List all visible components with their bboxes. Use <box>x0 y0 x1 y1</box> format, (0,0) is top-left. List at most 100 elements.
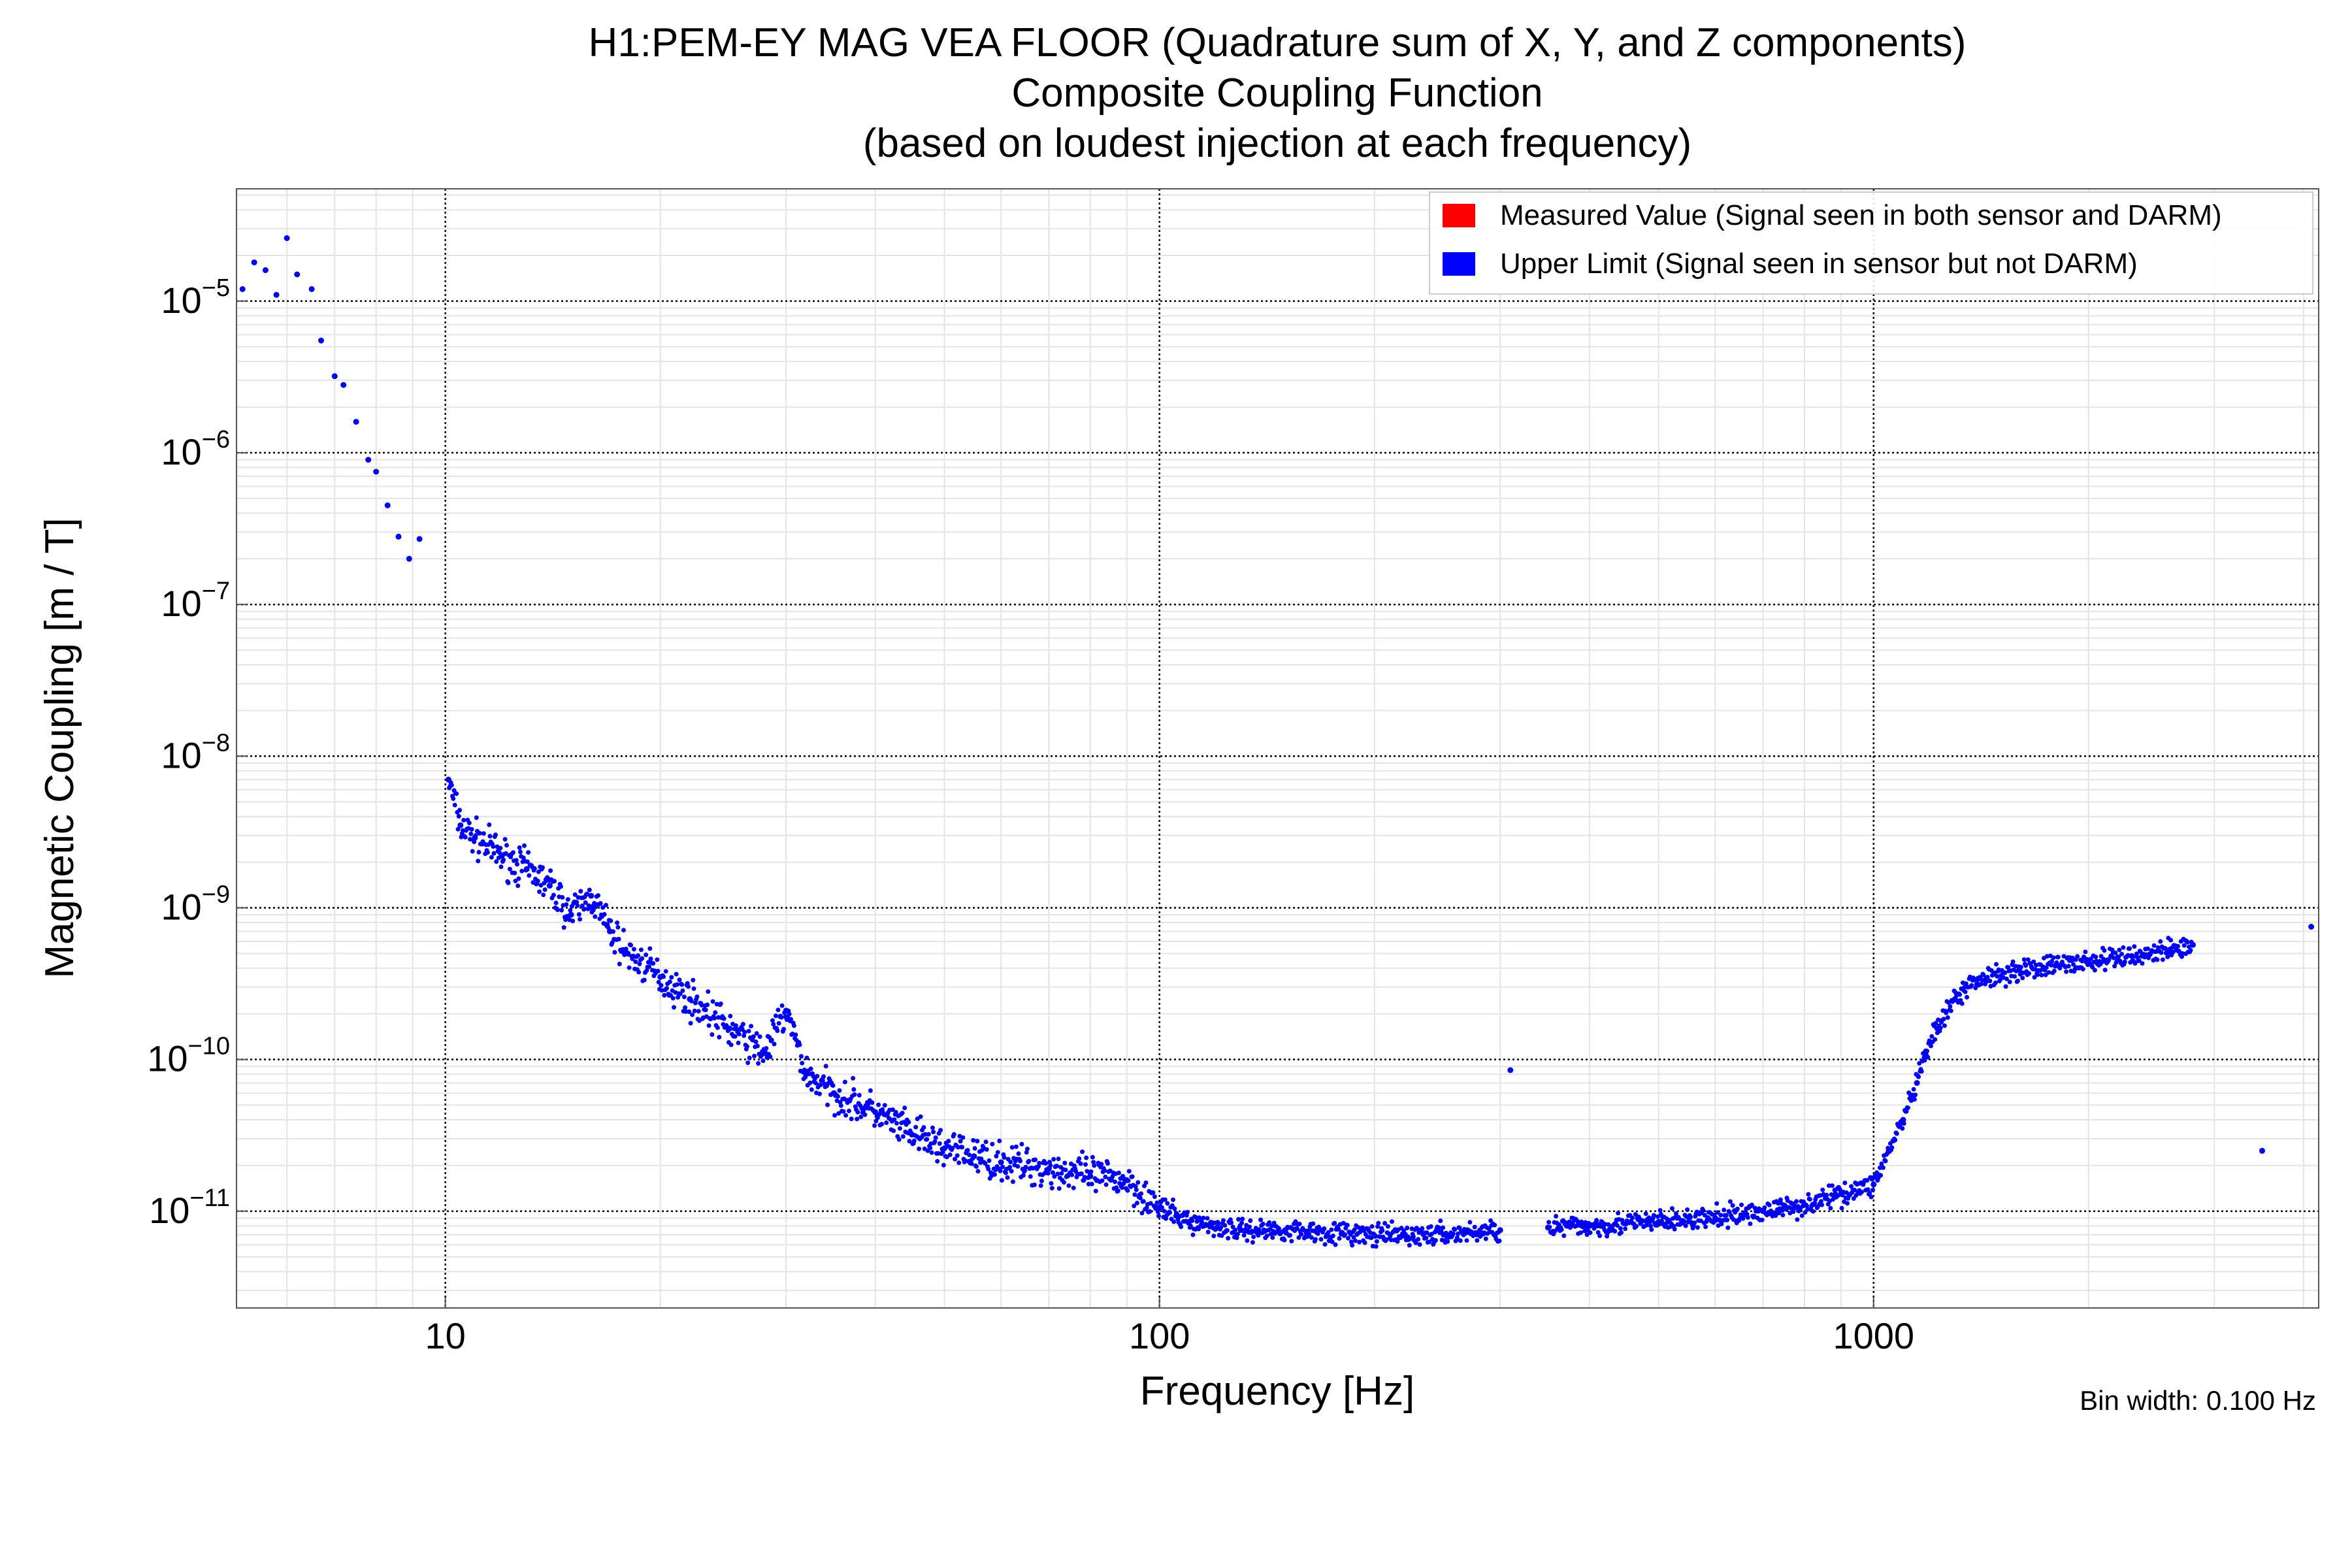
data-point <box>705 1002 710 1007</box>
data-point <box>2092 968 2097 973</box>
data-point <box>2168 938 2174 943</box>
data-point <box>2046 970 2051 975</box>
data-point <box>828 1092 833 1098</box>
data-point <box>1151 1190 1156 1195</box>
data-point <box>548 868 553 874</box>
data-point <box>1464 1238 1469 1243</box>
data-point <box>2122 959 2127 964</box>
data-point <box>1008 1160 1013 1165</box>
data-point <box>745 1060 751 1066</box>
data-point <box>1382 1220 1388 1226</box>
data-point <box>598 901 603 906</box>
data-point <box>1103 1174 1108 1179</box>
data-point <box>960 1135 966 1140</box>
data-point <box>1277 1226 1281 1231</box>
data-point <box>1478 1234 1483 1239</box>
data-point <box>972 1146 977 1151</box>
data-point <box>667 979 672 985</box>
data-point <box>940 1149 945 1154</box>
data-point <box>647 946 653 951</box>
data-point <box>1234 1235 1239 1241</box>
data-point <box>373 468 380 475</box>
data-point <box>1989 968 1994 973</box>
data-point <box>683 1005 688 1010</box>
data-point <box>481 831 486 836</box>
data-point <box>1623 1226 1628 1232</box>
data-point <box>944 1154 949 1160</box>
data-point <box>2308 924 2315 930</box>
data-point <box>1634 1224 1639 1229</box>
data-point <box>1901 1121 1906 1126</box>
data-point <box>1842 1181 1848 1185</box>
data-point <box>2165 955 2170 960</box>
data-point <box>552 879 557 884</box>
y-tick-label: 10−5 <box>161 274 230 321</box>
data-point <box>1445 1239 1450 1244</box>
data-point <box>1914 1080 1920 1086</box>
data-point <box>587 887 592 892</box>
data-point <box>1190 1232 1196 1237</box>
data-point <box>1916 1074 1921 1079</box>
data-point <box>717 1035 722 1039</box>
data-point <box>1969 983 1974 988</box>
data-point <box>1132 1203 1137 1209</box>
data-point <box>953 1156 958 1162</box>
data-point <box>718 1001 723 1006</box>
data-point <box>1388 1237 1394 1243</box>
data-point <box>2163 945 2168 951</box>
data-point <box>1332 1220 1337 1226</box>
data-point <box>1045 1171 1051 1176</box>
data-point <box>1618 1226 1623 1231</box>
data-point <box>917 1147 922 1151</box>
data-point <box>575 903 580 908</box>
data-point <box>1196 1226 1201 1232</box>
data-point <box>797 1042 802 1047</box>
data-point <box>1925 1054 1931 1060</box>
data-point <box>1436 1225 1441 1230</box>
data-point <box>1125 1188 1130 1193</box>
data-point <box>487 834 493 839</box>
data-point <box>855 1117 860 1122</box>
data-point <box>627 965 632 970</box>
data-point <box>804 1055 809 1060</box>
data-point <box>995 1150 1000 1155</box>
data-point <box>759 1053 764 1058</box>
data-point <box>1051 1156 1056 1162</box>
data-point <box>868 1088 873 1093</box>
data-point <box>457 808 463 813</box>
data-point <box>1424 1230 1429 1235</box>
data-point <box>1004 1170 1008 1175</box>
data-point <box>821 1074 826 1079</box>
data-point <box>1658 1208 1663 1213</box>
data-point <box>1929 1034 1935 1039</box>
data-point <box>789 1017 793 1022</box>
data-point <box>749 1024 754 1029</box>
data-point <box>1374 1239 1379 1244</box>
data-point <box>736 1032 742 1037</box>
data-point <box>491 851 497 856</box>
data-point <box>1791 1209 1796 1215</box>
data-point <box>1048 1163 1053 1168</box>
data-point <box>1390 1219 1394 1224</box>
data-point <box>692 1008 697 1013</box>
data-point <box>1026 1158 1032 1164</box>
data-point <box>2025 957 2031 962</box>
data-point <box>1695 1225 1700 1230</box>
data-point <box>489 855 494 860</box>
data-point <box>1933 1037 1938 1042</box>
legend-swatch-measured <box>1443 204 1475 227</box>
data-point <box>1126 1169 1132 1174</box>
data-point <box>1735 1206 1740 1211</box>
data-point <box>879 1122 884 1127</box>
data-point <box>644 953 649 957</box>
data-point <box>771 1022 776 1027</box>
data-point <box>1343 1232 1348 1237</box>
data-point <box>1120 1173 1126 1179</box>
data-point <box>239 286 246 292</box>
data-point <box>507 866 512 872</box>
data-point <box>340 382 347 388</box>
data-point <box>2116 955 2121 960</box>
data-point <box>449 783 454 788</box>
data-point <box>956 1160 962 1166</box>
